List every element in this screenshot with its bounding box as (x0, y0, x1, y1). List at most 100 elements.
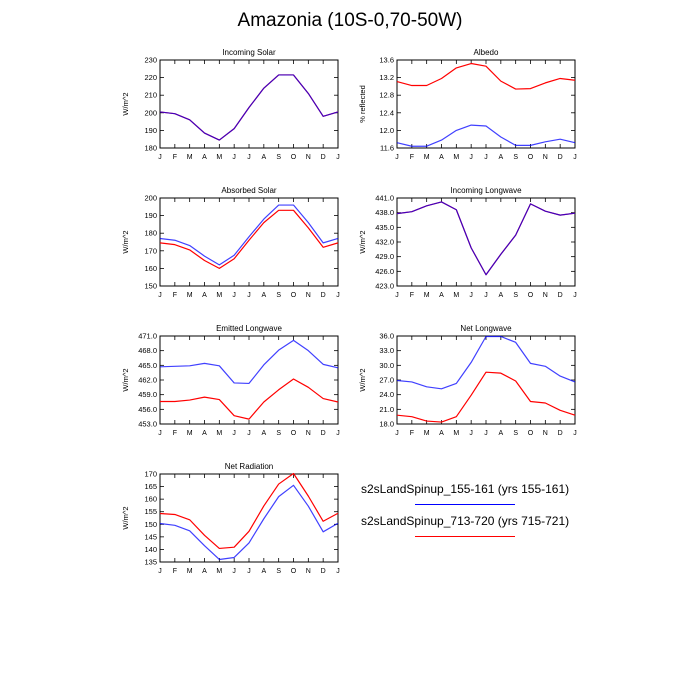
series-line-blue (159, 204, 339, 266)
plot-frame (159, 473, 339, 563)
x-tick-label: S (276, 154, 281, 161)
series-line-blue (396, 201, 576, 276)
x-tick-label: M (187, 292, 193, 299)
series-line-blue (159, 339, 339, 385)
series-line-blue (159, 484, 339, 561)
x-tick-label: J (247, 154, 251, 161)
x-tick-label: F (410, 430, 414, 437)
y-tick-label: 160 (144, 264, 157, 273)
series-line-red (159, 472, 339, 550)
x-tick-label: F (173, 154, 177, 161)
x-tick-label: D (558, 154, 563, 161)
plot-frame (159, 197, 339, 287)
y-tick-label: 13.2 (379, 73, 394, 82)
series-line-red (159, 209, 339, 269)
y-tick-label: 11.6 (380, 144, 394, 153)
x-tick-label: A (261, 568, 266, 575)
x-tick-label: N (306, 568, 311, 575)
x-tick-label: O (528, 292, 534, 299)
series-line-blue (159, 74, 339, 141)
x-tick-label: M (187, 568, 193, 575)
y-tick-label: 30.0 (379, 361, 394, 370)
plot-frame (396, 59, 576, 149)
x-tick-label: S (276, 292, 281, 299)
y-tick-label: 456.0 (138, 405, 157, 414)
x-tick-label: S (276, 568, 281, 575)
x-tick-label: F (173, 430, 177, 437)
y-tick-label: 36.0 (379, 332, 394, 341)
x-tick-label: J (158, 430, 162, 437)
x-tick-label: A (261, 430, 266, 437)
y-tick-label: 160 (144, 495, 157, 504)
x-tick-label: N (306, 154, 311, 161)
x-tick-label: J (469, 430, 473, 437)
x-tick-label: M (424, 154, 430, 161)
x-tick-label: N (543, 154, 548, 161)
legend-label-red: s2sLandSpinup_713-720 (yrs 715-721) (361, 514, 570, 528)
y-tick-label: 441.0 (375, 194, 394, 203)
y-tick-label: 210 (144, 91, 157, 100)
y-tick-label: 453.0 (138, 420, 157, 429)
x-tick-label: F (173, 292, 177, 299)
y-tick-label: 150 (144, 282, 157, 291)
y-tick-label: 21.0 (379, 405, 394, 414)
y-tick-label: 432.0 (375, 238, 394, 247)
y-tick-label: 200 (144, 194, 157, 203)
y-tick-label: 180 (144, 229, 157, 238)
y-axis-label: W/m^2 (121, 230, 130, 253)
x-tick-label: O (291, 430, 297, 437)
x-tick-label: J (158, 292, 162, 299)
x-tick-label: J (247, 292, 251, 299)
x-tick-label: J (232, 430, 236, 437)
chart-title: Net Radiation (225, 462, 273, 471)
x-tick-label: M (216, 568, 222, 575)
y-tick-label: 429.0 (375, 252, 394, 261)
x-tick-label: J (247, 568, 251, 575)
x-tick-label: S (513, 154, 518, 161)
y-axis-label: W/m^2 (358, 230, 367, 253)
chart-title: Incoming Solar (222, 48, 276, 57)
x-tick-label: J (232, 568, 236, 575)
y-tick-label: 170 (144, 470, 157, 479)
y-axis-label: W/m^2 (121, 506, 130, 529)
x-tick-label: D (558, 430, 563, 437)
x-tick-label: A (439, 430, 444, 437)
x-tick-label: N (543, 292, 548, 299)
x-tick-label: J (469, 154, 473, 161)
x-tick-label: S (513, 430, 518, 437)
y-tick-label: 13.6 (379, 56, 394, 65)
series-line-blue (396, 124, 576, 147)
x-tick-label: J (395, 154, 399, 161)
x-tick-label: D (321, 430, 326, 437)
y-tick-label: 462.0 (138, 376, 157, 385)
y-tick-label: 190 (144, 126, 157, 135)
chart-title: Albedo (474, 48, 499, 57)
plot-frame (396, 197, 576, 287)
y-axis-label: W/m^2 (121, 368, 130, 391)
plot-frame (159, 335, 339, 425)
y-tick-label: 435.0 (375, 223, 394, 232)
chart-title: Absorbed Solar (221, 186, 276, 195)
y-tick-label: 24.0 (379, 390, 394, 399)
x-tick-label: M (453, 292, 459, 299)
x-tick-label: A (439, 154, 444, 161)
x-tick-label: J (158, 154, 162, 161)
x-tick-label: M (424, 430, 430, 437)
legend-line-blue (415, 504, 515, 505)
x-tick-label: M (187, 430, 193, 437)
series-line-red (160, 378, 339, 420)
x-tick-label: J (336, 430, 340, 437)
x-tick-label: F (410, 292, 414, 299)
y-tick-label: 18.0 (379, 420, 394, 429)
y-tick-label: 12.4 (379, 108, 394, 117)
legend-line-red (415, 536, 515, 537)
x-tick-label: F (173, 568, 177, 575)
y-axis-label: W/m^2 (358, 368, 367, 391)
x-tick-label: A (261, 292, 266, 299)
